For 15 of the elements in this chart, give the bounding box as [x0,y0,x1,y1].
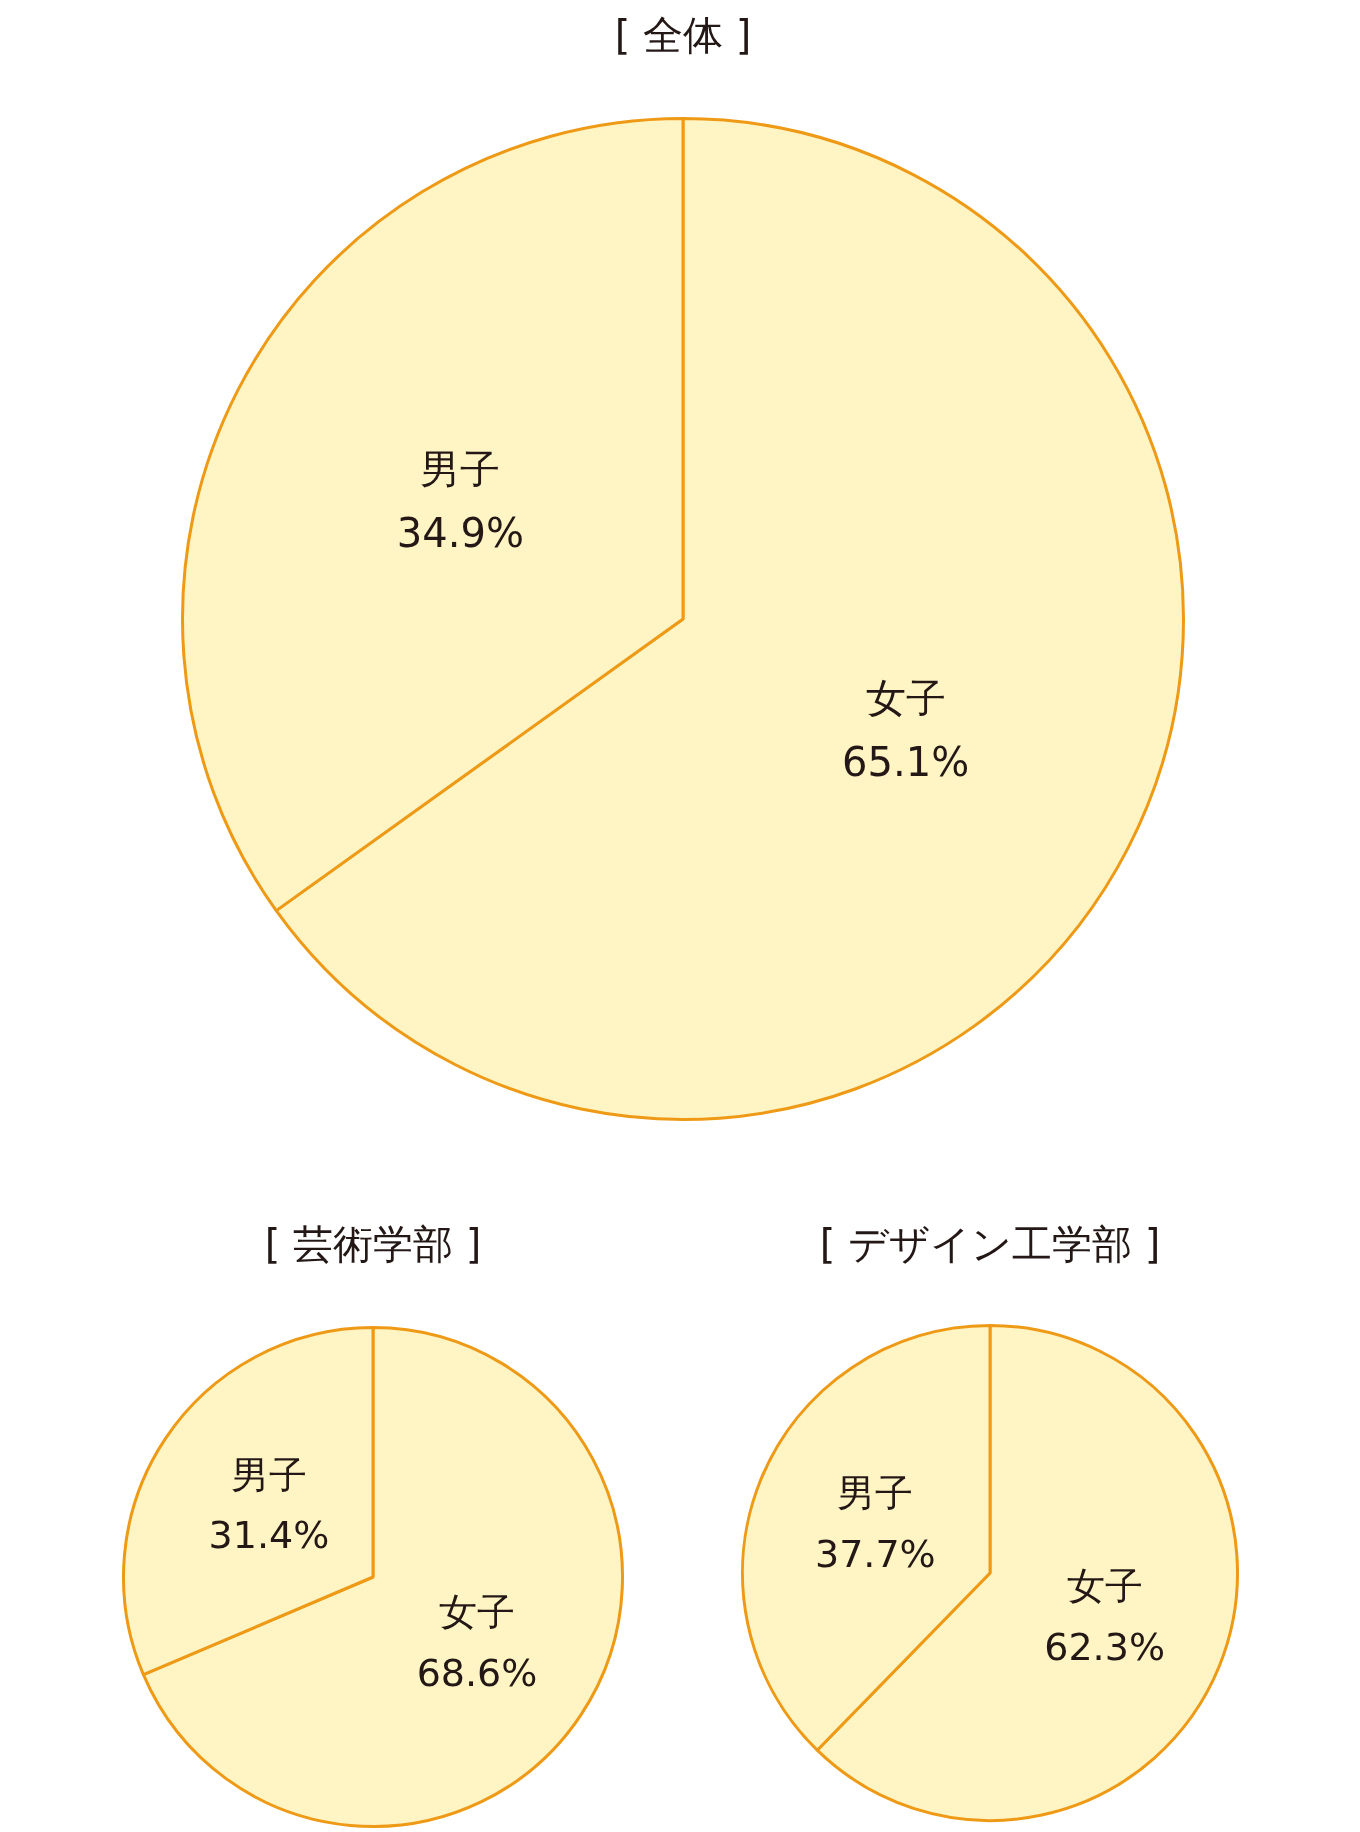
data-label: 31.4% [208,1513,330,1558]
chart-title: [ デザイン工学部 ] [819,1219,1161,1269]
slice-label: 男子 [420,446,501,493]
slice-label: 男子 [837,1470,914,1515]
data-label: 37.7% [815,1531,936,1576]
slice-label: 男子 [230,1452,307,1497]
data-label: 62.3% [1044,1624,1165,1669]
slice-label: 女子 [1066,1564,1143,1609]
chart-title: [ 全体 ] [614,10,752,60]
chart-title: [ 芸術学部 ] [264,1219,482,1269]
data-label: 34.9% [396,510,524,557]
slice-label: 女子 [865,674,946,721]
data-label: 68.6% [416,1651,538,1696]
data-label: 65.1% [842,738,970,785]
slice-label: 女子 [439,1590,516,1635]
